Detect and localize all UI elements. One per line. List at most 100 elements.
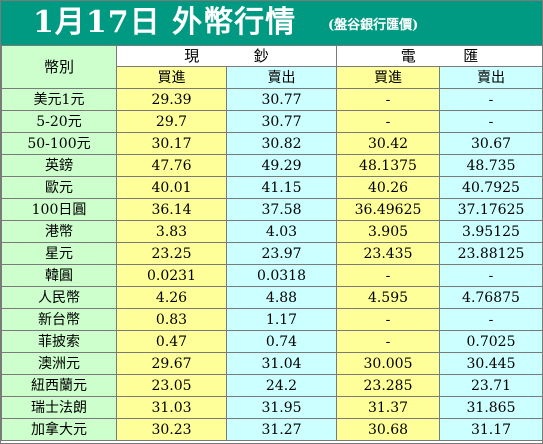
cash-group-header: 現 鈔 (116, 45, 337, 67)
wire-buy-value: 31.37 (336, 396, 440, 419)
cash-buy-value: 29.67 (116, 352, 227, 375)
cash-buy-header: 買進 (116, 66, 227, 89)
wire-buy-value: 36.49625 (336, 198, 440, 221)
cash-buy-value: 3.83 (116, 220, 227, 243)
table-row: 紐西蘭元 23.05 24.2 23.285 23.71 (1, 374, 543, 397)
currency-name: 英鎊 (1, 154, 117, 177)
wire-buy-value: - (336, 88, 440, 111)
table-row: 菲披索 0.47 0.74-0.7025 (1, 330, 543, 353)
currency-name: 100日圓 (1, 198, 117, 221)
wire-buy-value: 4.595 (336, 286, 440, 309)
wire-buy-value: - (336, 330, 440, 353)
title-bar: 1月17日 外幣行情 (盤谷銀行匯價) (1, 1, 542, 45)
wire-buy-value: 30.42 (336, 132, 440, 155)
currency-name: 港幣 (1, 220, 117, 243)
currency-name: 美元1元 (1, 88, 117, 111)
table-row: 新台幣 0.83 1.17- - (1, 308, 543, 331)
cash-sell-value: 24.2 (226, 374, 337, 397)
table-row: 100日圓 36.14 37.58 36.49625 37.17625 (1, 198, 543, 221)
wire-buy-value: - (336, 264, 440, 287)
cash-buy-value: 30.17 (116, 132, 227, 155)
wire-buy-value: 30.68 (336, 418, 440, 441)
currency-name: 新台幣 (1, 308, 117, 331)
header-row-groups: 幣別 現 鈔 電 匯 (1, 45, 543, 89)
table-row: 港幣 3.83 4.03 3.905 3.95125 (1, 220, 543, 243)
header-row-columns: 買進 賣出 買進 賣出 (2, 66, 543, 89)
wire-sell-value: 30.67 (439, 132, 543, 155)
wire-sell-value: 48.735 (439, 154, 543, 177)
cash-buy-value: 4.26 (116, 286, 227, 309)
currency-name: 歐元 (1, 176, 117, 199)
cash-buy-value: 23.05 (116, 374, 227, 397)
table-row: 人民幣 4.26 4.88 4.595 4.76875 (1, 286, 543, 309)
cash-sell-value: 4.88 (226, 286, 337, 309)
page-title: 1月17日 外幣行情 (33, 5, 297, 40)
table-row: 歐元 40.01 41.15 40.26 40.7925 (1, 176, 543, 199)
wire-buy-header: 買進 (336, 66, 440, 89)
currency-name: 5-20元 (1, 110, 117, 133)
table-row: 美元1元 29.39 30.77- - (1, 88, 543, 111)
rate-table-body: 美元1元 29.39 30.77- -5-20元 29.7 30.77- -50-100元 3… (1, 88, 543, 441)
wire-buy-value: 3.905 (336, 220, 440, 243)
cash-buy-value: 40.01 (116, 176, 227, 199)
table-row: 5-20元 29.7 30.77- - (1, 110, 543, 133)
table-row: 英鎊 47.76 49.29 48.1375 48.735 (1, 154, 543, 177)
cash-sell-value: 4.03 (226, 220, 337, 243)
cash-buy-value: 0.83 (116, 308, 227, 331)
table-row: 韓圓 0.0231 0.0318- - (1, 264, 543, 287)
wire-buy-value: 30.005 (336, 352, 440, 375)
currency-name: 紐西蘭元 (1, 374, 117, 397)
wire-sell-value: 3.95125 (439, 220, 543, 243)
currency-name: 50-100元 (1, 132, 117, 155)
currency-name: 瑞士法朗 (1, 396, 117, 419)
table-row: 澳洲元 29.67 31.04 30.005 30.445 (1, 352, 543, 375)
wire-header-char-1: 電 (400, 47, 416, 65)
wire-sell-header: 賣出 (439, 66, 543, 89)
cash-sell-value: 37.58 (226, 198, 337, 221)
cash-sell-value: 1.17 (226, 308, 337, 331)
cash-buy-value: 36.14 (116, 198, 227, 221)
cash-header-char-1: 現 (184, 47, 200, 65)
wire-sell-value: 23.88125 (439, 242, 543, 265)
wire-buy-value: 23.435 (336, 242, 440, 265)
wire-sell-value: 30.445 (439, 352, 543, 375)
wire-sell-value: 31.865 (439, 396, 543, 419)
wire-sell-value: - (439, 308, 543, 331)
wire-sell-value: - (439, 264, 543, 287)
cash-buy-value: 23.25 (116, 242, 227, 265)
cash-sell-value: 0.74 (226, 330, 337, 353)
wire-buy-value: 40.26 (336, 176, 440, 199)
wire-sell-value: 31.17 (439, 418, 543, 441)
wire-buy-value: 23.285 (336, 374, 440, 397)
cash-buy-value: 47.76 (116, 154, 227, 177)
cash-sell-header: 賣出 (226, 66, 337, 89)
cash-sell-value: 30.82 (226, 132, 337, 155)
cash-sell-value: 31.27 (226, 418, 337, 441)
currency-name: 菲披索 (1, 330, 117, 353)
cash-sell-value: 23.97 (226, 242, 337, 265)
currency-name: 星元 (1, 242, 117, 265)
cash-sell-value: 31.04 (226, 352, 337, 375)
currency-name: 加拿大元 (1, 418, 117, 441)
currency-column-header: 幣別 (1, 45, 117, 89)
wire-sell-value: 0.7025 (439, 330, 543, 353)
cash-sell-value: 0.0318 (226, 264, 337, 287)
currency-name: 人民幣 (1, 286, 117, 309)
wire-sell-value: 37.17625 (439, 198, 543, 221)
wire-sell-value: - (439, 88, 543, 111)
currency-name: 韓圓 (1, 264, 117, 287)
cash-sell-value: 30.77 (226, 88, 337, 111)
cash-buy-value: 29.39 (116, 88, 227, 111)
wire-group-header: 電 匯 (336, 45, 543, 67)
wire-buy-value: - (336, 110, 440, 133)
table-row: 星元 23.25 23.97 23.435 23.88125 (1, 242, 543, 265)
table-row: 加拿大元 30.23 31.27 30.68 31.17 (1, 418, 543, 441)
table-row: 瑞士法朗 31.03 31.95 31.37 31.865 (1, 396, 543, 419)
cash-buy-value: 31.03 (116, 396, 227, 419)
wire-sell-value: 40.7925 (439, 176, 543, 199)
cash-buy-value: 0.47 (116, 330, 227, 353)
wire-buy-value: 48.1375 (336, 154, 440, 177)
cash-header-char-2: 鈔 (253, 47, 269, 65)
cash-sell-value: 41.15 (226, 176, 337, 199)
